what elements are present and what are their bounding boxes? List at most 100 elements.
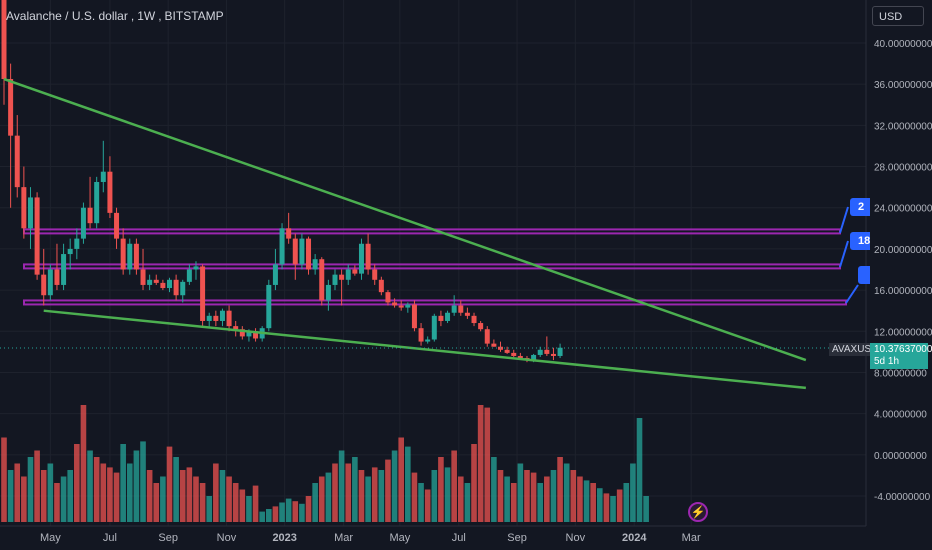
candle-body [186,269,192,282]
y-tick-label: 8.00000000 [874,368,927,379]
volume-bar [424,489,431,522]
volume-bar [27,457,34,522]
volume-bar [332,463,338,522]
candle-body [54,269,60,285]
candle-body [153,279,159,283]
volume-bar [74,444,80,522]
volume-bar [107,467,113,522]
x-tick-label: Nov [566,532,586,544]
candle-body [226,310,232,327]
volume-bar [146,470,153,522]
candle-body [385,292,391,303]
volume-bar [272,506,279,522]
volume-bar [537,483,544,522]
candle-body [27,197,33,229]
volume-bar [60,476,67,522]
volume-bar [292,501,299,522]
x-tick-label: May [40,532,61,544]
candle-body [41,274,47,296]
candle-body [239,329,245,337]
time-axis[interactable]: May Jul Sep Nov 2023 Mar May Jul Sep Nov 2024 Mar [0,525,866,544]
currency-selector[interactable]: USD [872,6,924,26]
volume-bar [34,450,40,522]
candle-body [352,269,358,274]
candle-body [299,238,305,265]
volume-bar [312,483,318,522]
candle-body [47,269,53,296]
candle-body [312,259,318,270]
candle-body [557,347,563,356]
volume-bar [246,496,252,522]
exchange-label: BITSTAMP [164,9,224,23]
volume-bar [345,463,352,522]
bar-countdown: 5d 1h [874,356,900,367]
candle-body [180,281,186,296]
volume-bar [371,467,378,522]
volume-bar [517,463,524,522]
volume-bar [530,472,537,522]
volume-bar [510,483,517,522]
x-tick-label: Sep [507,532,527,544]
price-label-badge[interactable] [858,266,870,284]
x-tick-label: Sep [158,532,178,544]
candle-body [378,279,384,293]
volume-bar [557,457,563,522]
candle-body [272,264,278,285]
volume-bar [338,450,345,522]
price-label-badge[interactable]: 18 [850,232,870,250]
candle-body [445,312,451,321]
candle-body [8,79,14,136]
volume-bar [120,444,126,522]
y-tick-label: 24.00000000 [874,204,932,215]
candles [1,0,563,363]
candle-body [319,259,325,301]
candle-body [458,305,464,313]
symbol-title[interactable]: Avalanche / U.S. dollar, 1W, BITSTAMP [6,9,224,23]
lightning-icon[interactable]: ⚡ [688,502,708,522]
candle-body [233,326,239,330]
volume-bar [213,463,219,522]
volume-bar [126,463,133,522]
x-tick-label: Nov [217,532,237,544]
candle-body [34,197,40,275]
volume-bar [80,405,87,522]
price-axis[interactable]: 40.00000000 36.00000000 32.00000000 28.0000… [865,0,932,526]
volume-bar [7,470,14,522]
volume-bar [544,476,550,522]
candle-body [219,310,225,321]
volume-bar [325,472,332,522]
volume-bar [266,509,272,522]
volume-bar [583,480,590,522]
candle-body [67,248,73,255]
candle-body [74,238,80,249]
y-tick-label: 12.00000000 [874,327,932,338]
candle-body [120,238,126,270]
volume-bar [285,498,292,522]
title-separator: , [158,9,162,23]
volume-bar [378,470,385,522]
candle-body [438,315,444,321]
candle-body [411,304,417,329]
candle-body [478,323,484,330]
candle-body [266,284,272,329]
x-tick-label: 2023 [272,532,296,544]
last-price-value: 10.37637000 [874,344,932,355]
volume-bar [133,450,140,522]
trendlines[interactable] [0,77,866,390]
title-separator: , [130,9,135,23]
candle-body [365,243,371,270]
candle-body [100,171,106,182]
candle-body [550,353,556,356]
volume-bar [186,467,193,522]
candle-body [200,266,206,321]
candle-body [544,349,550,354]
candle-body [537,349,543,355]
volume-bar [385,459,391,522]
x-tick-label: Jul [103,532,117,544]
x-tick-label: May [389,532,410,544]
volume-bar [438,457,444,522]
last-price-label: 10.37637000 5d 1h [870,343,932,369]
candle-body [127,243,133,270]
price-label-badge[interactable]: 2 [850,198,870,216]
